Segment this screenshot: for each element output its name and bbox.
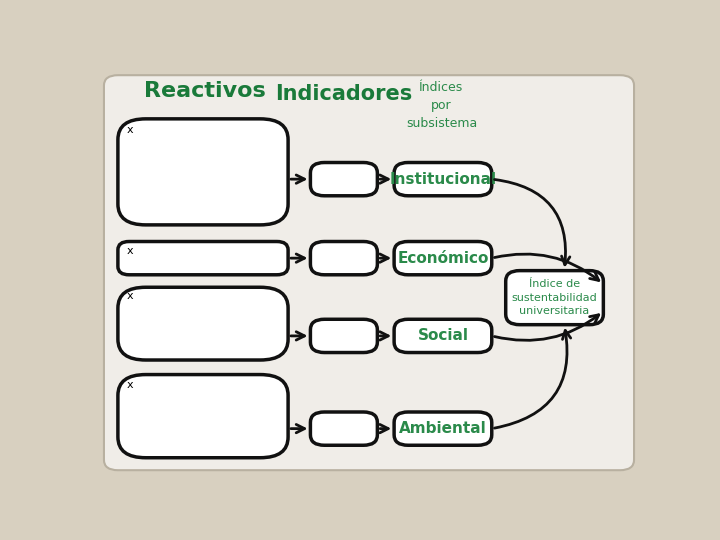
FancyBboxPatch shape <box>394 412 492 445</box>
Text: x: x <box>126 125 133 135</box>
FancyBboxPatch shape <box>118 375 288 458</box>
FancyBboxPatch shape <box>310 241 377 275</box>
FancyBboxPatch shape <box>118 287 288 360</box>
FancyBboxPatch shape <box>310 163 377 196</box>
Text: Ambiental: Ambiental <box>399 421 487 436</box>
FancyBboxPatch shape <box>394 241 492 275</box>
Text: Reactivos: Reactivos <box>143 82 265 102</box>
FancyBboxPatch shape <box>118 119 288 225</box>
FancyBboxPatch shape <box>104 75 634 470</box>
FancyBboxPatch shape <box>505 271 603 325</box>
FancyBboxPatch shape <box>118 241 288 275</box>
Text: Índice de
sustentabilidad
universitaria: Índice de sustentabilidad universitaria <box>512 279 598 316</box>
Text: Institucional: Institucional <box>390 172 497 187</box>
FancyBboxPatch shape <box>310 412 377 445</box>
Text: x: x <box>126 246 133 255</box>
FancyBboxPatch shape <box>310 319 377 353</box>
Text: x: x <box>126 380 133 389</box>
Text: Económico: Económico <box>397 251 489 266</box>
FancyBboxPatch shape <box>394 163 492 196</box>
FancyBboxPatch shape <box>394 319 492 353</box>
Text: Indicadores: Indicadores <box>275 84 413 104</box>
Text: Social: Social <box>418 328 469 343</box>
Text: x: x <box>126 292 133 301</box>
Text: Índices
por
subsistema: Índices por subsistema <box>406 82 477 131</box>
